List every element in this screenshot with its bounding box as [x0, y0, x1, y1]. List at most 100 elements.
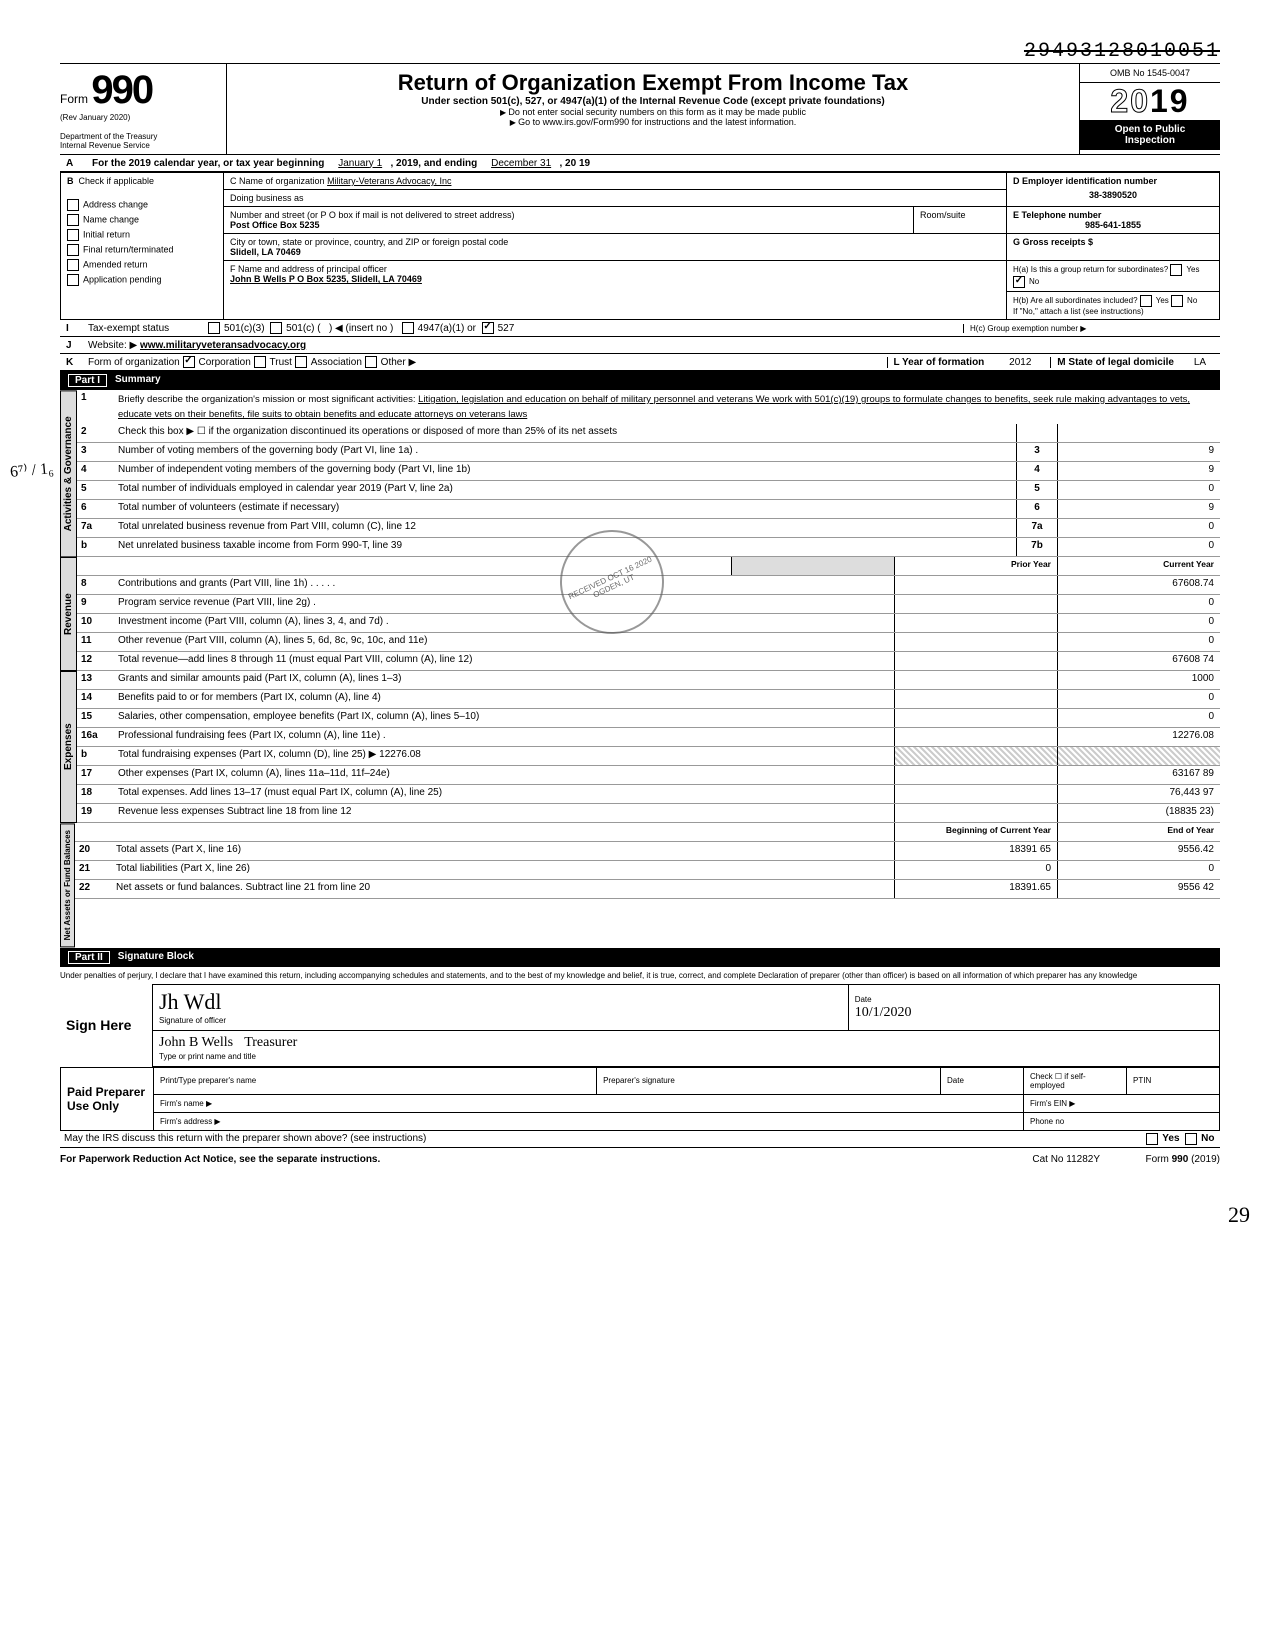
line-20-text: Total assets (Part X, line 16): [112, 842, 894, 860]
line-4-val: 9: [1057, 462, 1220, 480]
line-12-current: 67608 74: [1057, 652, 1220, 670]
line-19-prior: [894, 804, 1057, 822]
line-16a-prior: [894, 728, 1057, 746]
paperwork-notice: For Paperwork Reduction Act Notice, see …: [60, 1154, 380, 1165]
l-value: 2012: [990, 357, 1050, 368]
form-footer: Form 990 (2019): [1100, 1154, 1220, 1165]
line-3-text: Number of voting members of the governin…: [114, 443, 1016, 461]
hb-no: No: [1187, 296, 1197, 305]
line-18-current: 76,443 97: [1057, 785, 1220, 803]
org-name: Military-Veterans Advocacy, Inc: [327, 176, 451, 186]
prep-sig-label: Preparer's signature: [597, 1067, 941, 1094]
room-label: Room/suite: [914, 207, 1007, 234]
begin-year-hdr: Beginning of Current Year: [894, 823, 1057, 841]
line-b-current: [1057, 747, 1220, 765]
line-10-prior: [894, 614, 1057, 632]
form-title: Return of Organization Exempt From Incom…: [237, 70, 1069, 96]
side-dln: 29493191046101: [1273, 80, 1280, 338]
form-number: 990: [91, 68, 152, 112]
checkbox-initial-return: Initial return: [83, 229, 130, 239]
vtab-net-assets: Net Assets or Fund Balances: [60, 823, 75, 947]
line-2-text: Check this box ▶ ☐ if the organization d…: [114, 424, 1016, 442]
line-5-box: 5: [1016, 481, 1057, 499]
perjury-statement: Under penalties of perjury, I declare th…: [60, 967, 1220, 984]
revision: (Rev January 2020): [60, 113, 220, 122]
d-label: D Employer identification number: [1013, 176, 1157, 186]
line-11-text: Other revenue (Part VIII, column (A), li…: [114, 633, 894, 651]
line-16a-text: Professional fundraising fees (Part IX, …: [114, 728, 894, 746]
line-16a-current: 12276.08: [1057, 728, 1220, 746]
line-5-num: 5: [77, 481, 114, 499]
assoc: Association: [311, 357, 362, 368]
hc-label: H(c) Group exemption number ▶: [963, 324, 1220, 333]
line-10-current: 0: [1057, 614, 1220, 632]
checkbox-address-change: Address change: [83, 199, 148, 209]
part-i-header: Part I Summary: [60, 371, 1220, 390]
line-13-prior: [894, 671, 1057, 689]
part-ii-header: Part II Signature Block: [60, 948, 1220, 967]
line-12-prior: [894, 652, 1057, 670]
line-14-current: 0: [1057, 690, 1220, 708]
g-label: G Gross receipts $: [1013, 237, 1093, 247]
website-label: Website: ▶: [88, 340, 137, 351]
line-11-prior: [894, 633, 1057, 651]
4947a1: 4947(a)(1) or: [418, 323, 476, 334]
line-9-num: 9: [77, 595, 114, 613]
period-tail: , 20 19: [559, 158, 590, 169]
line-b-val: 0: [1057, 538, 1220, 556]
form-label: Form: [60, 92, 88, 106]
line-12-text: Total revenue—add lines 8 through 11 (mu…: [114, 652, 894, 670]
f-label: F Name and address of principal officer: [230, 264, 387, 274]
no: No: [1029, 277, 1039, 286]
line-21-text: Total liabilities (Part X, line 26): [112, 861, 894, 879]
line-3-val: 9: [1057, 443, 1220, 461]
line-17-text: Other expenses (Part IX, column (A), lin…: [114, 766, 894, 784]
line-b-text: Total fundraising expenses (Part IX, col…: [114, 747, 894, 765]
line-4-box: 4: [1016, 462, 1057, 480]
l-label: L Year of formation: [894, 357, 985, 368]
line-15-text: Salaries, other compensation, employee b…: [114, 709, 894, 727]
instr-ssn: Do not enter social security numbers on …: [237, 107, 1069, 117]
line-20-begin: 18391 65: [894, 842, 1057, 860]
line-22-end: 9556 42: [1057, 880, 1220, 898]
checkbox-amended-return: Amended return: [83, 259, 148, 269]
street-value: Post Office Box 5235: [230, 220, 320, 230]
line-18-num: 18: [77, 785, 114, 803]
line-20-num: 20: [75, 842, 112, 860]
hb-yes: Yes: [1156, 296, 1169, 305]
m-label: M State of legal domicile: [1057, 357, 1174, 368]
line-21-end: 0: [1057, 861, 1220, 879]
tax-status-label: Tax-exempt status: [88, 323, 208, 334]
open-public: Open to Public: [1084, 124, 1216, 135]
dln: 29493128010051: [60, 40, 1220, 63]
sign-date: 10/1/2020: [855, 1005, 912, 1020]
vtab-revenue: Revenue: [60, 557, 77, 671]
line-12-num: 12: [77, 652, 114, 670]
line-22-num: 22: [75, 880, 112, 898]
irs: Internal Revenue Service: [60, 141, 220, 150]
line-7a-box: 7a: [1016, 519, 1057, 537]
checkbox-final-return-terminated: Final return/terminated: [83, 244, 174, 254]
discuss-no: No: [1201, 1133, 1214, 1144]
self-employed-label: Check ☐ if self-employed: [1024, 1067, 1127, 1094]
line-b-box: 7b: [1016, 538, 1057, 556]
line-1-n: 1: [77, 390, 114, 424]
line-b-num: b: [77, 747, 114, 765]
row-a-label: A: [60, 156, 88, 171]
line-4-text: Number of independent voting members of …: [114, 462, 1016, 480]
part-i-title: Summary: [115, 374, 161, 387]
cat-no: Cat No 11282Y: [1032, 1154, 1100, 1165]
prep-name-label: Print/Type preparer's name: [154, 1067, 597, 1094]
instr-web: Go to www.irs.gov/Form990 for instructio…: [237, 117, 1069, 127]
line-9-text: Program service revenue (Part VIII, line…: [114, 595, 894, 613]
phone-value: 985-641-1855: [1013, 220, 1213, 230]
hb-note: If "No," attach a list (see instructions…: [1013, 307, 1144, 316]
prep-date-label: Date: [941, 1067, 1024, 1094]
f-value: John B Wells P O Box 5235, Slidell, LA 7…: [230, 274, 422, 284]
line-b-text: Net unrelated business taxable income fr…: [114, 538, 1016, 556]
officer-title: Treasurer: [244, 1035, 297, 1050]
sig-label: Signature of officer: [159, 1016, 226, 1025]
line-15-current: 0: [1057, 709, 1220, 727]
line-8-num: 8: [77, 576, 114, 594]
line-11-num: 11: [77, 633, 114, 651]
